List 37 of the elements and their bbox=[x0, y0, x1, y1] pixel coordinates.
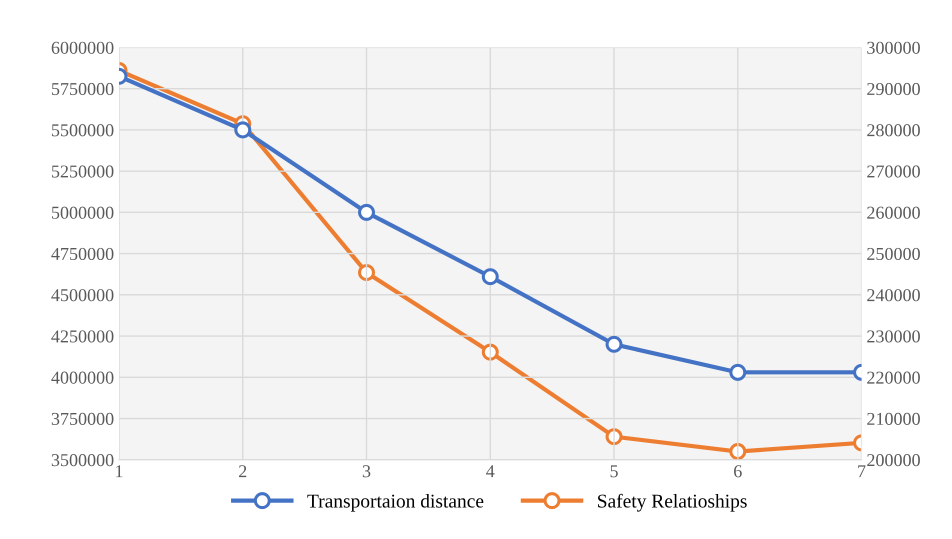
x-tick-label: 1 bbox=[116, 465, 122, 478]
x-tick-label: 2 bbox=[239, 465, 246, 478]
y-tick-label: 3500000 bbox=[52, 454, 114, 466]
y-tick-label: 5250000 bbox=[52, 165, 114, 178]
y-tick-label: 6000000 bbox=[52, 42, 114, 54]
y2-tick-label: 230000 bbox=[867, 330, 920, 343]
y-tick-label: 4000000 bbox=[51, 372, 114, 384]
legend-label: Safety Relatioships bbox=[598, 494, 747, 512]
point bbox=[482, 268, 499, 286]
y2-tick-label: 210000 bbox=[867, 412, 920, 425]
point bbox=[606, 336, 623, 353]
y-tick-label: 5000000 bbox=[52, 206, 114, 219]
y2-tick-label: 280000 bbox=[867, 124, 920, 136]
y2-tick-label: 290000 bbox=[867, 82, 920, 96]
x-tick-label: 7 bbox=[858, 465, 866, 478]
point bbox=[606, 428, 623, 446]
y-tick-label: 5750000 bbox=[52, 82, 114, 96]
point bbox=[482, 344, 499, 361]
legend-label: Transportaion distance bbox=[307, 494, 484, 512]
y-tick-label: 4500000 bbox=[51, 289, 114, 302]
x-tick-label: 4 bbox=[486, 465, 495, 478]
point bbox=[358, 204, 375, 221]
y-tick-label: 4250000 bbox=[51, 330, 114, 343]
x-tick-label: 3 bbox=[362, 465, 370, 478]
y-tick-label: 5500000 bbox=[52, 124, 114, 136]
y2-tick-label: 240000 bbox=[867, 289, 920, 302]
y-tick-label: 3750000 bbox=[52, 412, 114, 425]
x-tick-label: 6 bbox=[734, 465, 742, 478]
y2-tick-label: 250000 bbox=[867, 248, 920, 260]
y2-tick-label: 260000 bbox=[867, 206, 920, 219]
y-tick-label: 4750000 bbox=[51, 248, 114, 260]
y2-tick-label: 220000 bbox=[867, 372, 920, 384]
point bbox=[358, 264, 375, 282]
x-tick-label: 5 bbox=[610, 465, 618, 478]
y2-tick-label: 200000 bbox=[867, 454, 920, 466]
y2-tick-label: 270000 bbox=[867, 165, 920, 178]
y2-tick-label: 300000 bbox=[867, 42, 920, 54]
